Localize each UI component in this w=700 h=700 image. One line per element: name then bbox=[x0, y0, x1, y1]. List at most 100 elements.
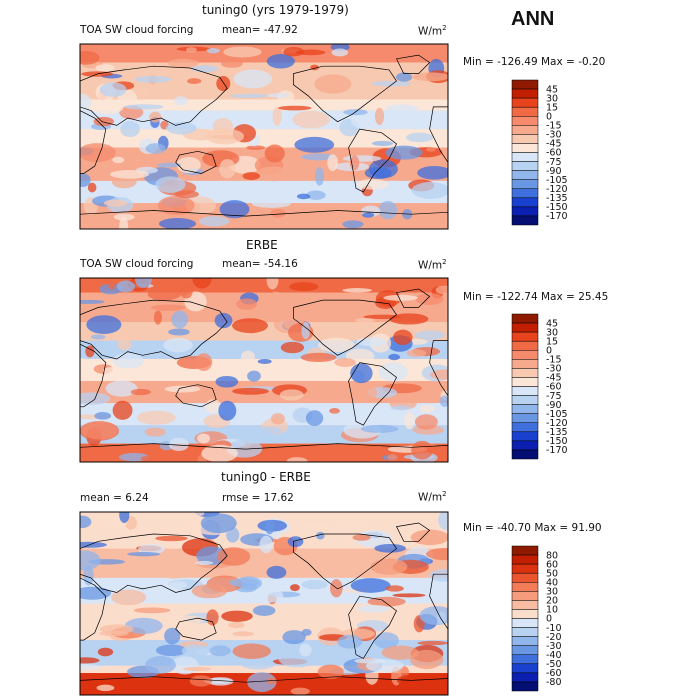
panel-3-max-label: Max = bbox=[534, 522, 569, 534]
field-patch bbox=[339, 119, 360, 137]
field-patch bbox=[159, 440, 174, 451]
field-patch bbox=[80, 657, 100, 664]
panel-2-mean-label: mean= bbox=[222, 258, 261, 270]
field-patch bbox=[184, 291, 207, 312]
field-patch bbox=[97, 647, 114, 657]
field-patch bbox=[229, 578, 260, 587]
field-patch bbox=[316, 531, 325, 540]
field-band bbox=[80, 358, 448, 382]
field-patch bbox=[360, 424, 399, 433]
field-patch bbox=[93, 116, 115, 127]
field-patch bbox=[93, 364, 113, 374]
coastline-4 bbox=[293, 533, 397, 590]
field-patch bbox=[342, 288, 372, 293]
field-patch bbox=[169, 581, 187, 589]
field-patch bbox=[135, 166, 158, 174]
field-patch bbox=[259, 535, 273, 554]
colorbar-tick-label: -90 bbox=[546, 166, 562, 177]
field-patch bbox=[153, 310, 163, 325]
field-patch bbox=[349, 155, 360, 171]
field-patch bbox=[209, 645, 231, 657]
field-patch bbox=[251, 199, 291, 208]
colorbar-tick-label: -150 bbox=[546, 202, 568, 213]
colorbar-swatch bbox=[511, 618, 539, 628]
field-patch bbox=[396, 72, 413, 82]
field-band bbox=[80, 44, 448, 63]
field-patch bbox=[352, 534, 371, 541]
field-patch bbox=[127, 551, 161, 557]
field-patch bbox=[378, 362, 408, 382]
map-base-fill bbox=[80, 278, 448, 462]
field-patch bbox=[417, 166, 448, 180]
field-band bbox=[80, 443, 448, 462]
field-band bbox=[80, 603, 448, 641]
map-panel-2 bbox=[79, 277, 449, 463]
field-patch bbox=[367, 596, 406, 607]
field-patch bbox=[144, 427, 166, 437]
field-patch bbox=[171, 656, 199, 675]
field-patch bbox=[288, 323, 314, 342]
field-patch bbox=[257, 531, 281, 540]
colorbar-swatch bbox=[511, 582, 539, 592]
colorbar-tick-label: -150 bbox=[546, 436, 568, 447]
field-patch bbox=[340, 427, 379, 443]
field-patch bbox=[191, 584, 228, 599]
colorbar-swatch bbox=[511, 591, 539, 601]
field-patch bbox=[299, 391, 313, 403]
field-patch bbox=[392, 559, 429, 574]
field-patch bbox=[81, 61, 104, 69]
colorbar-swatch bbox=[511, 340, 539, 351]
colorbar-tick-label: 30 bbox=[546, 93, 558, 104]
field-patch bbox=[281, 48, 301, 54]
field-patch bbox=[277, 90, 295, 103]
field-patch bbox=[237, 441, 252, 448]
colorbar-tick-label: -135 bbox=[546, 427, 568, 438]
field-patch bbox=[241, 658, 276, 670]
colorbar-tick-label: 45 bbox=[546, 318, 558, 329]
field-patch bbox=[165, 178, 176, 184]
colorbar-swatch bbox=[511, 170, 539, 180]
field-patch bbox=[119, 512, 130, 523]
field-patch bbox=[381, 369, 410, 376]
field-patch bbox=[292, 110, 330, 129]
field-patch bbox=[438, 512, 448, 530]
panel-3-rmse-value: 17.62 bbox=[263, 492, 294, 504]
field-patch bbox=[373, 632, 399, 649]
field-patch bbox=[194, 560, 214, 566]
field-patch bbox=[140, 455, 157, 462]
panel-1-variable-label: TOA SW cloud forcing bbox=[80, 24, 194, 36]
panel-1-title: tuning0 (yrs 1979-1979) bbox=[202, 3, 349, 17]
field-patch bbox=[232, 631, 254, 637]
coastline-2 bbox=[429, 106, 448, 164]
field-patch bbox=[157, 195, 195, 216]
field-patch bbox=[425, 547, 448, 561]
field-patch bbox=[283, 320, 309, 331]
colorbar-swatch bbox=[511, 106, 539, 117]
field-patch bbox=[431, 286, 444, 299]
field-patch bbox=[269, 591, 301, 598]
panel-2-variable-label: TOA SW cloud forcing bbox=[80, 258, 194, 270]
field-patch bbox=[109, 169, 150, 179]
panel-1-max-label: Max = bbox=[541, 56, 575, 68]
field-patch bbox=[176, 46, 212, 52]
field-patch bbox=[90, 99, 124, 115]
field-patch bbox=[418, 558, 433, 565]
field-patch bbox=[412, 347, 441, 357]
colorbar-tick-label: 0 bbox=[546, 614, 552, 625]
field-patch bbox=[182, 666, 211, 672]
field-patch bbox=[345, 348, 375, 364]
field-patch bbox=[199, 151, 227, 170]
field-patch bbox=[317, 664, 344, 679]
field-patch bbox=[314, 167, 325, 186]
field-patch bbox=[182, 128, 219, 141]
field-patch bbox=[412, 425, 445, 435]
field-patch bbox=[155, 176, 186, 193]
field-patch bbox=[161, 197, 187, 208]
field-patch bbox=[232, 124, 257, 143]
field-patch bbox=[215, 375, 239, 388]
field-patch bbox=[409, 147, 443, 158]
panel-2-units: W/m2 bbox=[418, 258, 447, 272]
field-patch bbox=[330, 44, 350, 51]
field-patch bbox=[411, 440, 434, 460]
panel-3-mean-label: mean = bbox=[80, 492, 122, 504]
